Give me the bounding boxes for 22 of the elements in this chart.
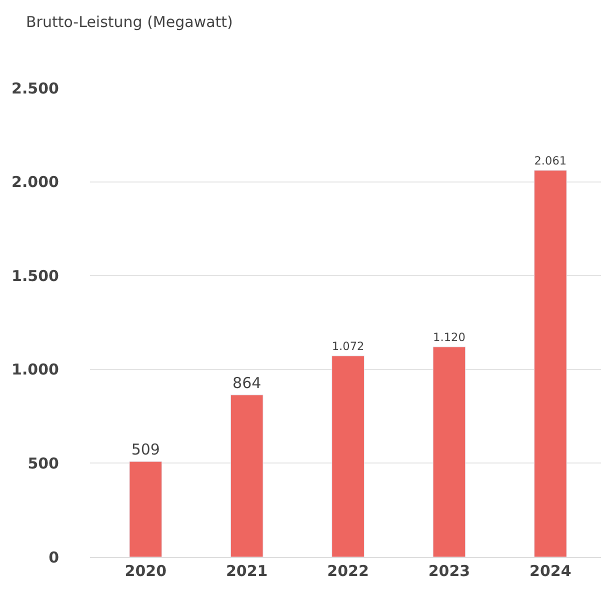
bar <box>230 394 264 557</box>
bar <box>129 461 162 557</box>
data-label: 864 <box>232 374 262 392</box>
x-tick-label: 2020 <box>124 562 167 580</box>
y-tick-label: 2.500 <box>12 79 59 98</box>
x-tick-label: 2023 <box>428 562 470 580</box>
y-tick-label: 1.000 <box>12 360 59 379</box>
x-tick-label: 2022 <box>327 562 369 580</box>
bar <box>534 170 567 557</box>
y-tick-label: 1.500 <box>12 266 59 285</box>
data-label: 1.072 <box>332 340 364 353</box>
y-axis-title: Brutto-Leistung (Megawatt) <box>26 13 233 31</box>
bar <box>432 346 466 557</box>
data-label: 509 <box>131 440 160 459</box>
data-label: 1.120 <box>433 330 466 344</box>
y-tick-label: 0 <box>48 548 59 566</box>
y-tick-label: 500 <box>28 454 59 472</box>
x-tick-label: 2024 <box>530 562 572 580</box>
bar <box>332 356 364 557</box>
y-tick-label: 2.000 <box>12 173 59 192</box>
x-tick-label: 2021 <box>226 562 268 580</box>
data-label: 2.061 <box>534 154 567 168</box>
